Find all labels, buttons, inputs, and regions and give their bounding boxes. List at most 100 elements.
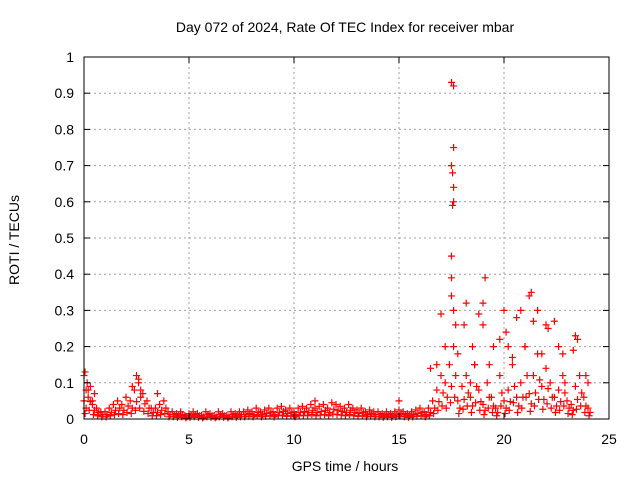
data-point xyxy=(539,405,547,413)
data-point xyxy=(336,402,344,410)
data-point xyxy=(437,372,445,380)
data-point xyxy=(124,402,132,410)
data-point xyxy=(439,389,447,397)
data-point xyxy=(448,252,455,260)
data-point xyxy=(582,372,590,380)
data-point xyxy=(140,407,148,415)
data-point xyxy=(492,404,500,412)
data-point xyxy=(497,402,505,410)
data-point xyxy=(233,412,241,420)
data-point xyxy=(567,401,575,409)
data-point xyxy=(340,404,348,412)
data-point xyxy=(443,393,451,401)
data-point xyxy=(265,404,273,412)
data-point xyxy=(332,401,340,409)
data-point xyxy=(561,389,569,397)
data-point xyxy=(574,335,581,343)
data-point xyxy=(560,402,568,410)
data-point xyxy=(128,382,136,390)
data-point xyxy=(448,274,455,282)
data-point xyxy=(157,411,165,419)
data-point xyxy=(266,412,274,420)
data-point xyxy=(496,372,504,380)
data-point xyxy=(133,398,140,406)
data-point xyxy=(353,406,361,414)
data-point xyxy=(320,411,328,419)
y-axis-label: ROTI / TECUs xyxy=(6,195,22,285)
data-point xyxy=(462,372,470,380)
data-point xyxy=(341,412,349,420)
data-point xyxy=(144,410,152,418)
data-point xyxy=(504,386,512,394)
data-point xyxy=(252,404,260,412)
data-point xyxy=(563,397,571,405)
x-tick-label: 5 xyxy=(185,431,193,447)
data-point xyxy=(282,406,290,414)
data-point xyxy=(307,401,315,409)
data-point xyxy=(430,410,438,418)
data-point xyxy=(130,386,138,394)
data-point xyxy=(261,406,269,414)
data-point xyxy=(518,404,526,412)
data-point xyxy=(557,398,565,406)
data-point xyxy=(517,379,525,387)
data-point xyxy=(326,408,334,416)
data-point xyxy=(466,379,474,387)
data-point xyxy=(555,386,563,394)
data-point xyxy=(106,412,114,420)
data-point xyxy=(584,404,592,412)
data-point xyxy=(547,404,555,412)
data-point xyxy=(462,299,470,307)
data-point xyxy=(529,372,537,380)
data-point xyxy=(437,310,445,318)
data-point xyxy=(508,353,516,361)
data-point xyxy=(542,364,550,372)
data-point xyxy=(538,350,546,358)
data-point xyxy=(448,162,455,170)
data-point xyxy=(493,412,501,420)
data-point xyxy=(475,310,483,318)
data-point xyxy=(513,393,521,401)
x-axis-label: GPS time / hours xyxy=(292,458,399,474)
data-point xyxy=(324,404,332,412)
data-point xyxy=(84,393,92,401)
data-point xyxy=(508,361,516,369)
data-point xyxy=(277,402,285,410)
data-point xyxy=(450,198,458,206)
data-point xyxy=(469,343,476,351)
data-point xyxy=(126,397,134,405)
data-point xyxy=(442,404,450,412)
data-point xyxy=(538,382,546,390)
data-point xyxy=(500,306,508,314)
data-point xyxy=(490,343,497,351)
data-point xyxy=(427,364,434,372)
data-point xyxy=(532,389,539,397)
data-point xyxy=(466,393,474,401)
data-point xyxy=(137,386,145,394)
data-point xyxy=(81,410,89,418)
data-point xyxy=(502,328,510,336)
data-point xyxy=(94,412,102,420)
grid xyxy=(84,57,609,419)
data-point xyxy=(380,412,388,420)
data-point xyxy=(473,382,481,390)
data-point xyxy=(525,292,533,300)
data-point xyxy=(304,412,312,420)
data-point xyxy=(509,399,517,407)
data-point xyxy=(89,411,97,419)
data-point xyxy=(278,411,286,419)
data-point xyxy=(576,372,584,380)
data-point xyxy=(551,408,559,416)
data-point xyxy=(565,404,573,412)
data-point xyxy=(328,399,336,407)
data-point xyxy=(349,404,357,412)
data-point xyxy=(160,397,168,405)
data-point xyxy=(273,404,281,412)
data-point xyxy=(484,404,492,412)
data-point xyxy=(162,404,170,412)
data-point xyxy=(123,408,131,416)
data-point xyxy=(450,82,458,90)
data-point xyxy=(334,406,342,414)
data-point xyxy=(448,292,455,300)
data-point xyxy=(311,404,319,412)
